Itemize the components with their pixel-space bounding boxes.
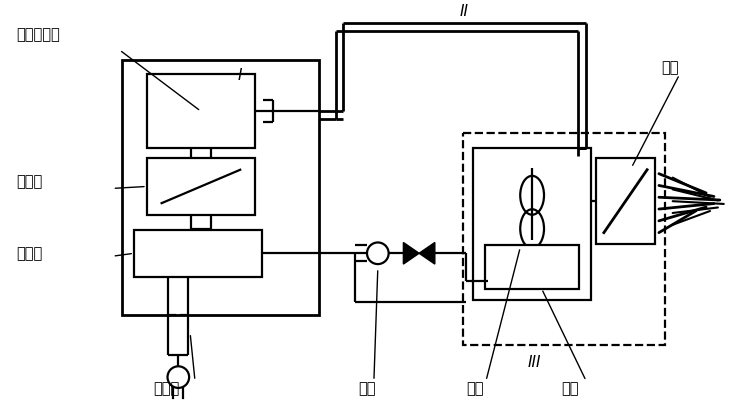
Bar bbox=[122, 60, 319, 315]
Text: 药箱: 药箱 bbox=[562, 381, 579, 396]
Text: 控制盘: 控制盘 bbox=[16, 246, 43, 261]
Text: 电动机: 电动机 bbox=[16, 175, 43, 190]
Text: 风机: 风机 bbox=[467, 381, 484, 396]
Bar bbox=[485, 245, 579, 289]
Text: 电源线: 电源线 bbox=[154, 381, 180, 396]
Text: 插头: 插头 bbox=[358, 381, 375, 396]
Polygon shape bbox=[403, 243, 419, 264]
Bar bbox=[596, 158, 655, 245]
Bar bbox=[147, 74, 255, 148]
Bar bbox=[473, 148, 591, 300]
Polygon shape bbox=[419, 243, 435, 264]
Text: 空气压缩机: 空气压缩机 bbox=[16, 27, 60, 42]
Bar bbox=[134, 230, 262, 277]
Bar bbox=[464, 133, 665, 345]
Bar bbox=[147, 158, 255, 215]
Text: II: II bbox=[460, 4, 469, 20]
Text: III: III bbox=[527, 354, 541, 370]
Text: I: I bbox=[238, 68, 242, 83]
Text: 喷头: 喷头 bbox=[661, 60, 679, 74]
